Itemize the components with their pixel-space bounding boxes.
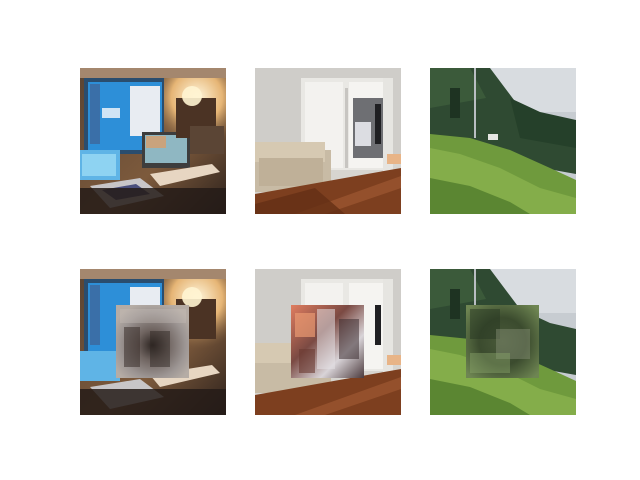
living-room-original-image <box>255 68 401 214</box>
desk-scene-masked-image <box>80 269 226 415</box>
living-room-picture-masked <box>255 269 401 415</box>
desk-scene-original-image <box>80 68 226 214</box>
hillside-picture <box>430 68 576 214</box>
desk-scene-picture-masked <box>80 269 226 415</box>
hillside-picture-masked <box>430 269 576 415</box>
blurred-patch <box>116 305 189 378</box>
desk-scene-picture <box>80 68 226 214</box>
hillside-masked-image <box>430 269 576 415</box>
living-room-masked-image <box>255 269 401 415</box>
blurred-patch <box>291 305 364 378</box>
hillside-original-image <box>430 68 576 214</box>
blurred-patch <box>466 305 539 378</box>
living-room-picture <box>255 68 401 214</box>
